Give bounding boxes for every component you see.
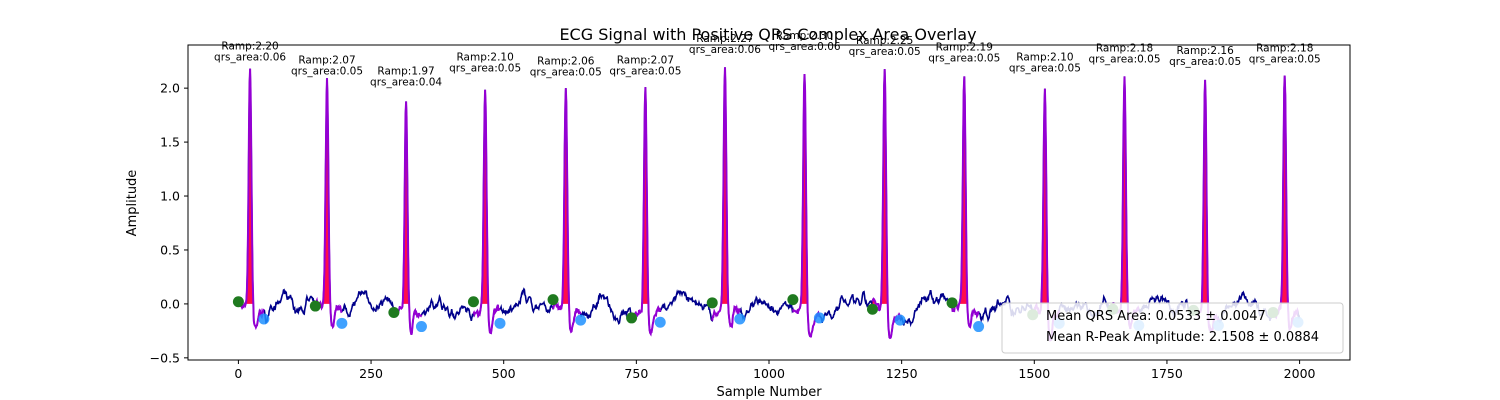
q-onset-marker [706, 297, 718, 309]
r-amplitude-label: Ramp:2.10 [1016, 51, 1073, 63]
y-tick-label: −0.5 [150, 350, 180, 365]
r-amplitude-label: Ramp:2.18 [1256, 43, 1313, 55]
x-tick-label: 1500 [1018, 366, 1050, 381]
r-amplitude-label: Ramp:1.97 [377, 65, 434, 77]
r-amplitude-label: Ramp:2.30 [776, 30, 833, 42]
legend-entry-mean-qrs-area: Mean QRS Area: 0.0533 ± 0.0047 [1046, 309, 1266, 324]
plot-content [232, 67, 1304, 342]
chart-title: ECG Signal with Positive QRS Complex Are… [559, 25, 976, 44]
x-tick-label: 1750 [1151, 366, 1183, 381]
q-onset-marker [626, 312, 638, 324]
r-amplitude-label: Ramp:2.07 [617, 55, 674, 67]
qrs-area-label: qrs_area:0.05 [1249, 54, 1321, 66]
s-offset-marker [258, 313, 270, 325]
x-tick-label: 250 [359, 366, 383, 381]
y-tick-label: 1.0 [160, 189, 180, 204]
q-onset-marker [787, 294, 799, 306]
qrs-area-fill [631, 87, 661, 304]
x-tick-label: 500 [492, 366, 516, 381]
q-onset-marker [467, 296, 479, 308]
x-axis: 0 250 500 750 1000 1250 1500 1750 2000 [234, 360, 1316, 381]
r-amplitude-label: Ramp:2.10 [456, 51, 513, 63]
qrs-area-label: qrs_area:0.06 [689, 44, 761, 56]
s-offset-marker [654, 316, 666, 328]
r-amplitude-label: Ramp:2.20 [221, 41, 278, 53]
y-tick-label: 0.5 [160, 242, 180, 257]
s-offset-marker [415, 321, 427, 333]
r-amplitude-label: Ramp:2.06 [537, 56, 595, 68]
qrs-area-label: qrs_area:0.05 [849, 46, 921, 58]
y-tick-label: 2.0 [160, 81, 180, 96]
x-tick-label: 750 [624, 366, 648, 381]
r-amplitude-label: Ramp:2.16 [1176, 45, 1234, 57]
q-onset-marker [866, 303, 878, 315]
x-axis-label: Sample Number [716, 385, 822, 400]
legend-box [1001, 302, 1344, 354]
s-offset-marker [973, 321, 985, 333]
qrs-area-label: qrs_area:0.04 [370, 76, 442, 88]
y-axis-label: Amplitude [125, 170, 140, 237]
y-axis: −0.5 0.0 0.5 1.0 1.5 2.0 [150, 81, 188, 365]
s-offset-marker [734, 313, 746, 325]
qrs-area-label: qrs_area:0.05 [291, 66, 363, 78]
s-offset-marker [813, 312, 825, 324]
qrs-segment-line [472, 89, 501, 335]
qrs-area-label: qrs_area:0.05 [928, 53, 1000, 65]
qrs-segment-line [630, 87, 662, 337]
qrs-area-label: qrs_area:0.05 [609, 66, 681, 78]
qrs-area-label: qrs_area:0.05 [530, 67, 602, 79]
legend-entry-mean-r-peak-amplitude: Mean R-Peak Amplitude: 2.1508 ± 0.0884 [1046, 330, 1319, 345]
q-onset-marker [946, 297, 958, 309]
q-onset-marker [232, 296, 244, 308]
r-amplitude-label: Ramp:2.07 [298, 55, 355, 67]
r-amplitude-label: Ramp:2.25 [856, 35, 913, 47]
qrs-segment-line [552, 88, 582, 334]
x-tick-label: 2000 [1284, 366, 1316, 381]
qrs-segment-line [237, 68, 265, 331]
qrs-area-label: qrs_area:0.05 [1169, 56, 1241, 68]
s-offset-marker [494, 317, 506, 329]
x-tick-label: 1000 [753, 366, 785, 381]
ecg-signal-line [237, 67, 1301, 342]
qrs-area-label: qrs_area:0.05 [1088, 54, 1160, 66]
s-offset-marker [894, 314, 906, 326]
qrs-area-label: qrs_area:0.06 [214, 52, 286, 64]
qrs-segment-line [711, 67, 741, 329]
x-tick-label: 1250 [886, 366, 918, 381]
qrs-area-label: qrs_area:0.05 [1009, 62, 1081, 74]
x-tick-label: 0 [234, 366, 242, 381]
r-amplitude-label: Ramp:2.27 [696, 33, 753, 45]
qrs-area-label: qrs_area:0.06 [769, 41, 841, 53]
s-offset-marker [336, 317, 348, 329]
y-tick-label: 0.0 [160, 296, 180, 311]
y-tick-label: 1.5 [160, 135, 180, 150]
q-onset-marker [547, 294, 559, 306]
r-amplitude-label: Ramp:2.18 [1096, 43, 1153, 55]
qrs-area-label: qrs_area:0.05 [449, 62, 521, 74]
s-offset-marker [575, 314, 587, 326]
legend: Mean QRS Area: 0.0533 ± 0.0047 Mean R-Pe… [1001, 302, 1344, 354]
q-onset-marker [309, 300, 321, 312]
q-onset-marker [388, 307, 400, 319]
